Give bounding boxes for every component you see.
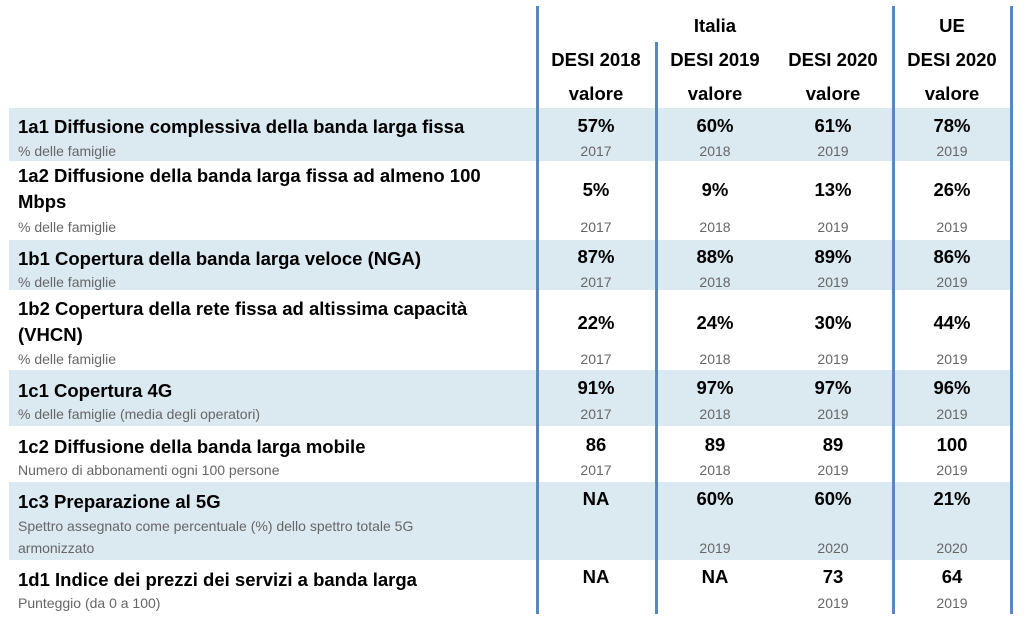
year-1b1-2020: 2019 xyxy=(817,274,849,290)
header-col3-unit: valore xyxy=(805,83,861,104)
value-1c3-2020: 60% xyxy=(814,488,852,509)
row-band-1c1 xyxy=(9,370,1011,426)
year-1c2-2019: 2018 xyxy=(699,462,731,478)
value-1c1-2020: 97% xyxy=(814,377,852,398)
header-col4-unit: valore xyxy=(924,83,980,104)
row-title-1c2: 1c2 Diffusione della banda larga mobile xyxy=(18,436,366,457)
row-subtitle-1b2: % delle famiglie xyxy=(18,351,117,367)
value-1d1-2018: NA xyxy=(582,566,610,587)
column-divider-2019 xyxy=(655,42,658,614)
value-1a2-2019: 9% xyxy=(701,179,729,200)
header-col4-edition: DESI 2020 xyxy=(907,49,997,70)
value-1b2-ue: 44% xyxy=(933,312,971,333)
value-1a1-2018: 57% xyxy=(577,115,615,136)
row-band-1c3 xyxy=(9,482,1011,560)
row-title-1b1: 1b1 Copertura della banda larga veloce (… xyxy=(18,248,421,269)
year-1c3-2020: 2020 xyxy=(817,540,849,556)
row-subtitle-1c2: Numero di abbonamenti ogni 100 persone xyxy=(18,462,280,478)
year-1c1-2018: 2017 xyxy=(580,406,612,422)
year-1a2-2020: 2019 xyxy=(817,219,849,235)
row-title-1d1: 1d1 Indice dei prezzi dei servizi a band… xyxy=(18,569,417,590)
row-band-1a1 xyxy=(9,108,1011,161)
value-1d1-ue: 64 xyxy=(941,566,963,587)
row-subtitle-1c3-line2: armonizzato xyxy=(18,540,95,556)
header-ue: UE xyxy=(939,15,965,36)
column-divider-ue-left xyxy=(892,6,895,614)
value-1c1-2018: 91% xyxy=(577,377,615,398)
year-1c1-2019: 2018 xyxy=(699,406,731,422)
year-1b2-ue: 2019 xyxy=(936,351,968,367)
header-col1-edition: DESI 2018 xyxy=(551,49,641,70)
year-1b2-2019: 2018 xyxy=(699,351,731,367)
value-1a2-ue: 26% xyxy=(933,179,971,200)
year-1c3-2019: 2019 xyxy=(699,540,731,556)
value-1c2-2019: 89 xyxy=(704,434,726,455)
value-1c2-2018: 86 xyxy=(585,434,607,455)
value-1c2-2020: 89 xyxy=(822,434,844,455)
row-band-1b1 xyxy=(9,240,1011,290)
row-subtitle-1c3-line1: Spettro assegnato come percentuale (%) d… xyxy=(18,518,414,534)
value-1b1-ue: 86% xyxy=(933,246,971,267)
row-title-1a1: 1a1 Diffusione complessiva della banda l… xyxy=(18,116,465,137)
row-title-1b2-line1: 1b2 Copertura della rete fissa ad altiss… xyxy=(18,298,468,319)
value-1c2-ue: 100 xyxy=(936,434,968,455)
column-divider-ue-right xyxy=(1010,6,1013,614)
year-1b1-2018: 2017 xyxy=(580,274,612,290)
year-1b2-2018: 2017 xyxy=(580,351,612,367)
value-1c3-2019: 60% xyxy=(696,488,734,509)
value-1b2-2018: 22% xyxy=(577,312,615,333)
year-1a1-ue: 2019 xyxy=(936,143,968,159)
year-1a1-2018: 2017 xyxy=(580,143,612,159)
header-col3-edition: DESI 2020 xyxy=(788,49,878,70)
row-subtitle-1a1: % delle famiglie xyxy=(18,143,117,159)
year-1a1-2019: 2018 xyxy=(699,143,731,159)
value-1a2-2020: 13% xyxy=(814,179,852,200)
header-col2-edition: DESI 2019 xyxy=(670,49,760,70)
header-col2-unit: valore xyxy=(687,83,743,104)
row-title-1c1: 1c1 Copertura 4G xyxy=(18,380,173,401)
row-subtitle-1c1: % delle famiglie (media degli operatori) xyxy=(18,406,261,422)
year-1a1-2020: 2019 xyxy=(817,143,849,159)
row-subtitle-1b1: % delle famiglie xyxy=(18,274,117,290)
header-col1-unit: valore xyxy=(568,83,624,104)
value-1b1-2020: 89% xyxy=(814,246,852,267)
row-subtitle-1d1: Punteggio (da 0 a 100) xyxy=(18,595,161,611)
year-1b1-ue: 2019 xyxy=(936,274,968,290)
row-title-1b2-line2: (VHCN) xyxy=(18,324,83,345)
year-1d1-ue: 2019 xyxy=(936,595,968,611)
year-1c2-2018: 2017 xyxy=(580,462,612,478)
value-1d1-2020: 73 xyxy=(822,566,844,587)
value-1a2-2018: 5% xyxy=(582,179,610,200)
row-title-1a2-line1: 1a2 Diffusione della banda larga fissa a… xyxy=(18,165,481,186)
year-1c2-ue: 2019 xyxy=(936,462,968,478)
value-1a1-2020: 61% xyxy=(814,115,852,136)
value-1a1-2019: 60% xyxy=(696,115,734,136)
year-1c2-2020: 2019 xyxy=(817,462,849,478)
value-1b2-2019: 24% xyxy=(696,312,734,333)
row-title-1a2-line2: Mbps xyxy=(18,191,67,212)
year-1a2-ue: 2019 xyxy=(936,219,968,235)
column-divider-italia-left xyxy=(536,6,539,614)
value-1c3-2018: NA xyxy=(582,488,610,509)
year-1c1-ue: 2019 xyxy=(936,406,968,422)
year-1b1-2019: 2018 xyxy=(699,274,731,290)
value-1c1-2019: 97% xyxy=(696,377,734,398)
year-1c3-ue: 2020 xyxy=(936,540,968,556)
year-1d1-2020: 2019 xyxy=(817,595,849,611)
value-1b2-2020: 30% xyxy=(814,312,852,333)
value-1b1-2018: 87% xyxy=(577,246,615,267)
value-1c1-ue: 96% xyxy=(933,377,971,398)
year-1c1-2020: 2019 xyxy=(817,406,849,422)
value-1b1-2019: 88% xyxy=(696,246,734,267)
header-italia: Italia xyxy=(693,15,737,36)
row-subtitle-1a2: % delle famiglie xyxy=(18,219,117,235)
year-1a2-2019: 2018 xyxy=(699,219,731,235)
value-1a1-ue: 78% xyxy=(933,115,971,136)
year-1b2-2020: 2019 xyxy=(817,351,849,367)
value-1d1-2019: NA xyxy=(701,566,729,587)
row-title-1c3: 1c3 Preparazione al 5G xyxy=(18,491,221,512)
value-1c3-ue: 21% xyxy=(933,488,971,509)
year-1a2-2018: 2017 xyxy=(580,219,612,235)
